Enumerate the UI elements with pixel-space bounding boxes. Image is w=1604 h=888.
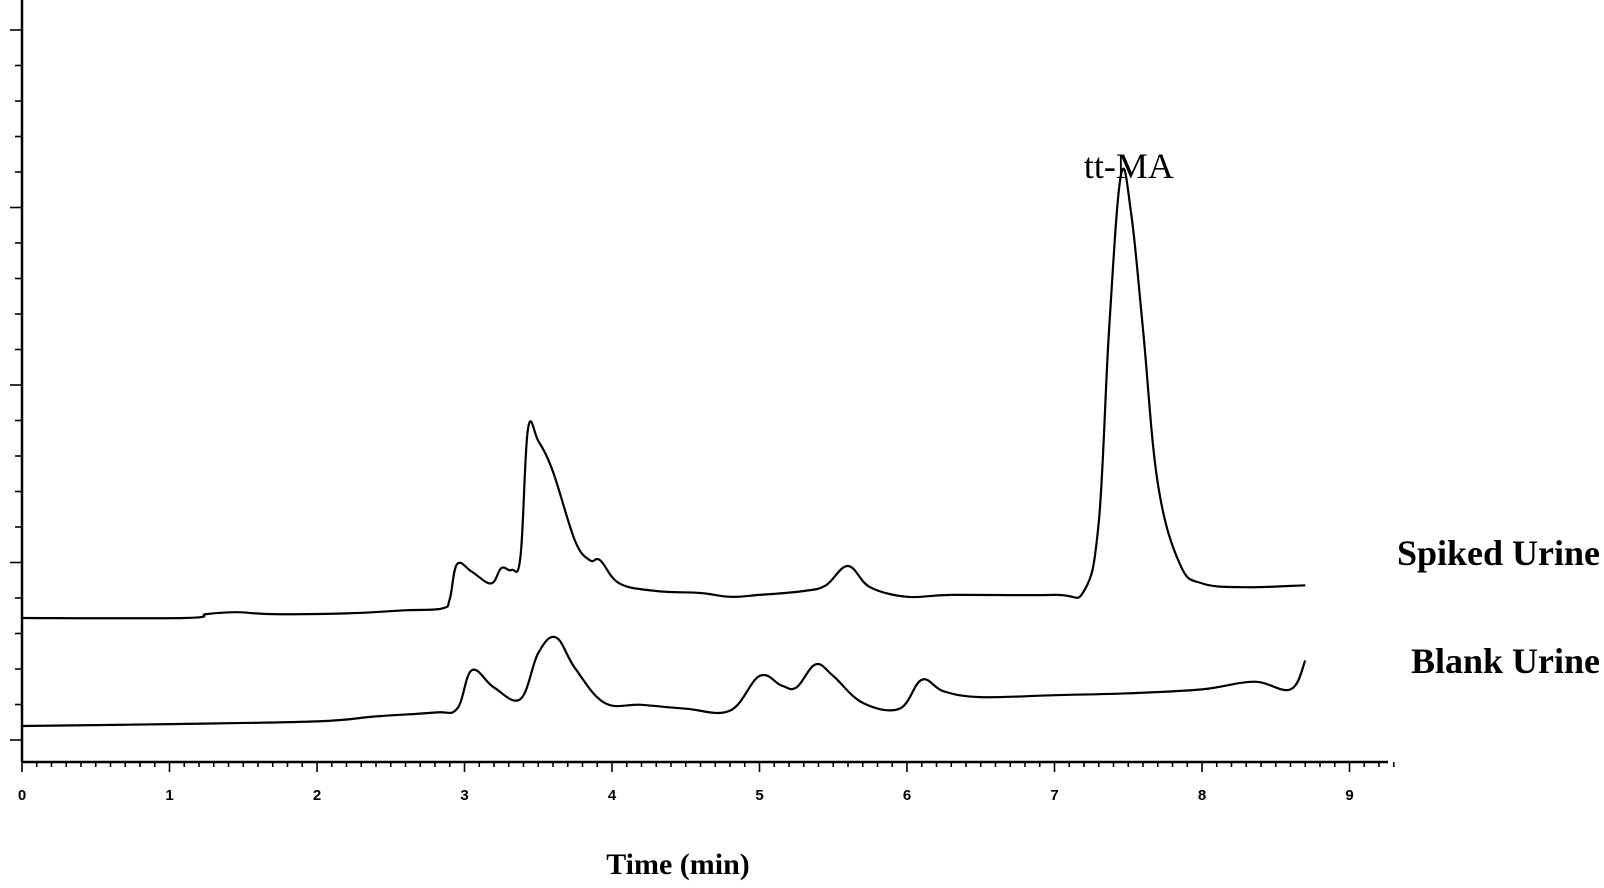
x-tick-label: 3 <box>460 787 468 804</box>
series-label-spiked-urine: Spiked Urine <box>1397 533 1600 573</box>
traces <box>21 167 1307 728</box>
x-tick-label: 4 <box>608 787 617 804</box>
series-label-blank-urine: Blank Urine <box>1411 641 1600 681</box>
x-tick-label: 7 <box>1050 787 1058 804</box>
x-axis-title: Time (min) <box>606 848 750 881</box>
x-tick-label: 2 <box>313 787 321 804</box>
x-tick-label: 0 <box>18 787 26 804</box>
peak-annotation: tt-MA <box>1084 146 1174 186</box>
axes <box>20 0 1388 764</box>
labels: tt-MA Spiked Urine Blank Urine Time (min… <box>606 146 1600 881</box>
y-axis-ticks <box>10 29 22 741</box>
x-tick-label: 5 <box>755 787 763 804</box>
x-tick-label: 9 <box>1345 787 1353 804</box>
x-tick-label: 1 <box>165 787 173 804</box>
trace-spiked-urine <box>21 167 1306 620</box>
x-axis-ticks: 0 1 2 3 4 5 6 7 8 9 <box>18 762 1395 804</box>
trace-blank-urine <box>21 635 1307 728</box>
x-tick-label: 6 <box>903 787 911 804</box>
x-tick-label: 8 <box>1198 787 1206 804</box>
